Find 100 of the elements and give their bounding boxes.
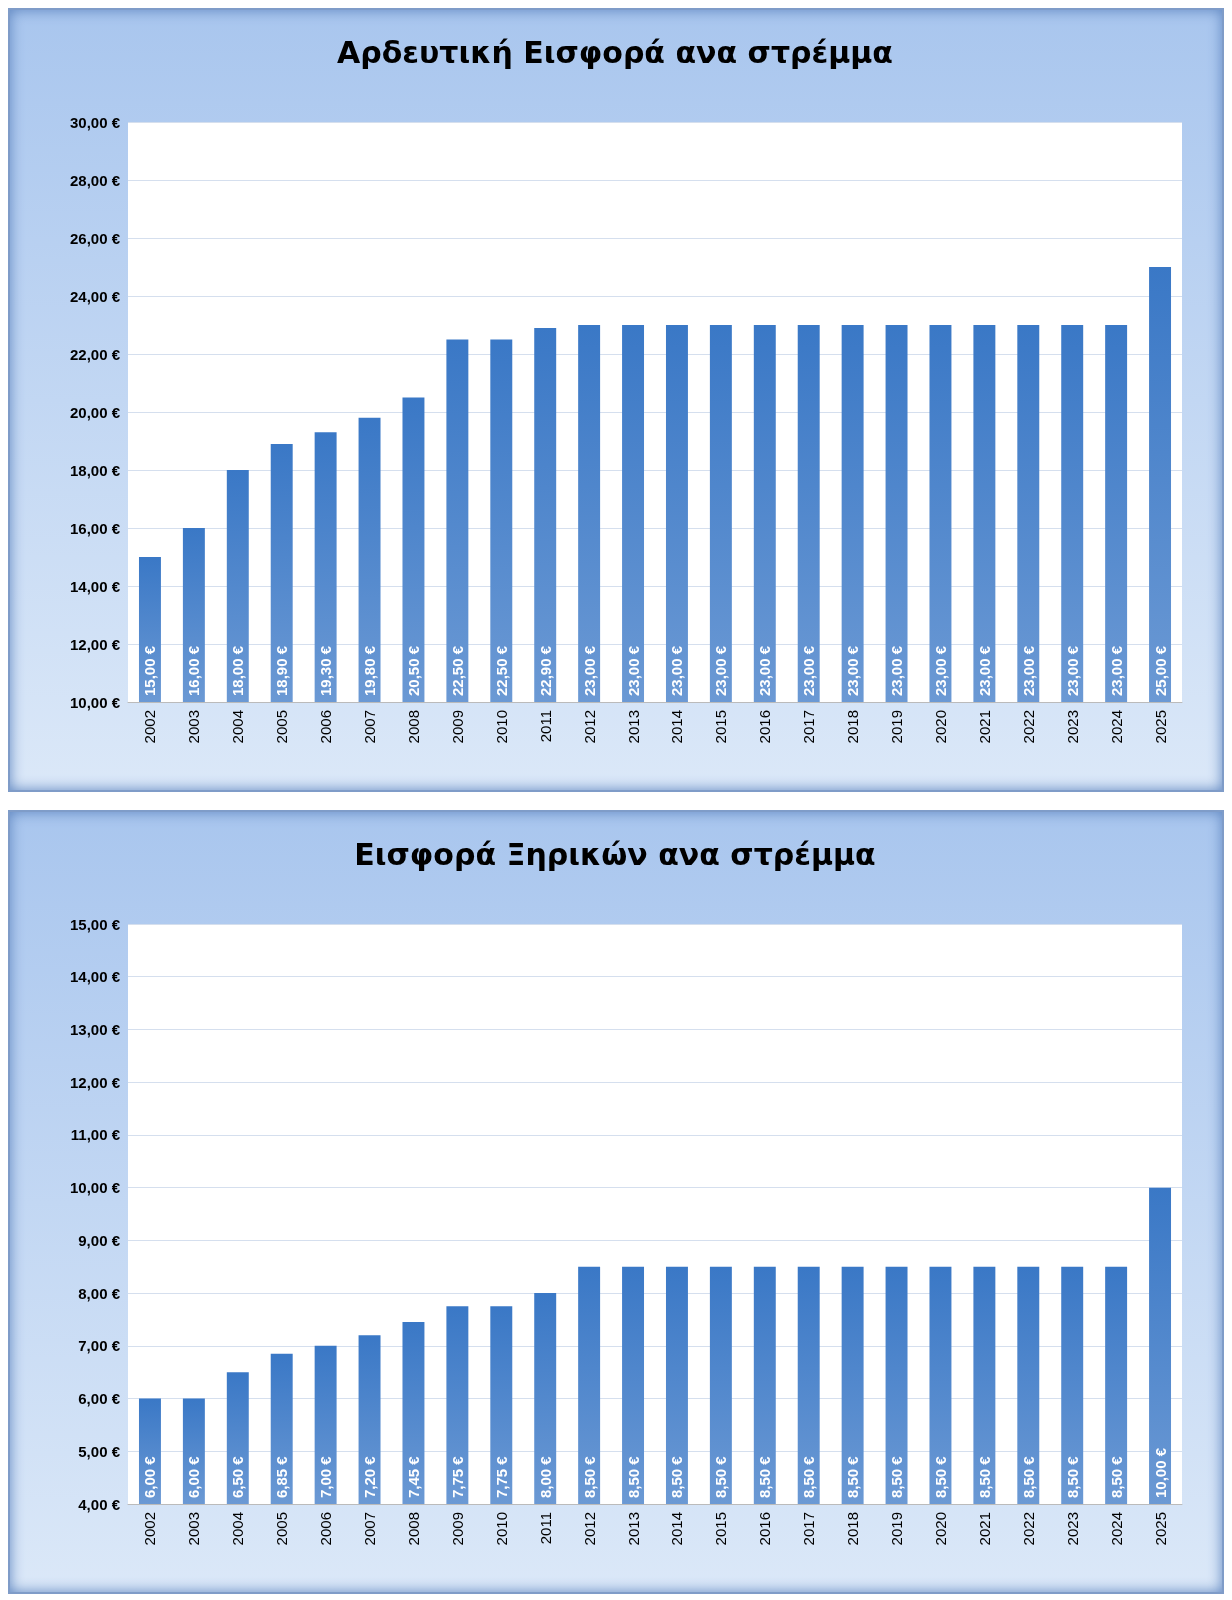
x-tick-label: 2016 bbox=[756, 710, 774, 744]
x-tick-label: 2018 bbox=[844, 1512, 862, 1546]
x-tick-label: 2006 bbox=[317, 1512, 335, 1546]
y-tick-label: 10,00 € bbox=[69, 693, 121, 711]
x-tick-label: 2005 bbox=[273, 710, 291, 744]
data-label: 8,50 € bbox=[888, 1455, 906, 1498]
data-label: 8,50 € bbox=[1063, 1455, 1081, 1498]
data-label: 23,00 € bbox=[668, 645, 686, 696]
x-tick-label: 2023 bbox=[1063, 1512, 1081, 1546]
data-label: 20,50 € bbox=[404, 645, 422, 696]
x-tick-label: 2002 bbox=[141, 1512, 159, 1546]
data-label: 8,50 € bbox=[800, 1455, 818, 1498]
x-tick-label: 2016 bbox=[756, 1512, 774, 1546]
chart-title: Αρδευτική Εισφορά ανα στρέμμα bbox=[337, 34, 893, 70]
x-tick-label: 2019 bbox=[888, 710, 906, 744]
data-label: 8,50 € bbox=[624, 1455, 642, 1498]
y-tick-label: 7,00 € bbox=[78, 1337, 121, 1355]
y-tick-label: 13,00 € bbox=[69, 1020, 121, 1038]
data-label: 8,50 € bbox=[580, 1455, 598, 1498]
data-label: 23,00 € bbox=[712, 645, 730, 696]
x-tick-label: 2003 bbox=[185, 710, 203, 744]
x-tick-label: 2007 bbox=[361, 1512, 379, 1546]
x-tick-label: 2014 bbox=[668, 710, 686, 744]
y-tick-label: 22,00 € bbox=[69, 345, 121, 363]
y-tick-label: 16,00 € bbox=[69, 519, 121, 537]
x-tick-label: 2012 bbox=[580, 1512, 598, 1546]
data-label: 8,50 € bbox=[712, 1455, 730, 1498]
x-tick-label: 2024 bbox=[1107, 1512, 1125, 1546]
data-label: 23,00 € bbox=[844, 645, 862, 696]
x-tick-label: 2009 bbox=[448, 1512, 466, 1546]
x-tick-label: 2015 bbox=[712, 1512, 730, 1546]
x-tick-label: 2009 bbox=[448, 710, 466, 744]
x-tick-label: 2021 bbox=[975, 1512, 993, 1546]
data-label: 8,50 € bbox=[756, 1455, 774, 1498]
data-label: 7,75 € bbox=[492, 1455, 510, 1498]
data-label: 23,00 € bbox=[931, 645, 949, 696]
x-tick-label: 2022 bbox=[1019, 710, 1037, 744]
x-tick-label: 2017 bbox=[800, 710, 818, 744]
x-tick-label: 2018 bbox=[844, 710, 862, 744]
data-label: 22,50 € bbox=[448, 645, 466, 696]
y-tick-label: 9,00 € bbox=[78, 1231, 121, 1249]
data-label: 8,50 € bbox=[668, 1455, 686, 1498]
x-tick-label: 2013 bbox=[624, 710, 642, 744]
data-label: 7,75 € bbox=[448, 1455, 466, 1498]
data-label: 16,00 € bbox=[185, 645, 203, 696]
data-label: 18,90 € bbox=[273, 645, 291, 696]
y-tick-label: 11,00 € bbox=[70, 1126, 121, 1144]
data-label: 25,00 € bbox=[1151, 645, 1169, 696]
data-label: 7,20 € bbox=[361, 1455, 379, 1498]
x-tick-label: 2004 bbox=[229, 710, 247, 744]
y-tick-label: 20,00 € bbox=[69, 403, 121, 421]
y-tick-label: 6,00 € bbox=[78, 1390, 121, 1408]
x-tick-label: 2008 bbox=[404, 710, 422, 744]
data-label: 8,50 € bbox=[1019, 1455, 1037, 1498]
data-label: 23,00 € bbox=[1019, 645, 1037, 696]
data-label: 23,00 € bbox=[888, 645, 906, 696]
x-tick-label: 2022 bbox=[1019, 1512, 1037, 1546]
x-tick-label: 2025 bbox=[1151, 1512, 1169, 1546]
data-label: 6,50 € bbox=[229, 1455, 247, 1498]
x-tick-label: 2019 bbox=[888, 1512, 906, 1546]
data-label: 6,00 € bbox=[141, 1455, 159, 1498]
y-tick-label: 12,00 € bbox=[69, 1073, 121, 1091]
data-label: 23,00 € bbox=[800, 645, 818, 696]
data-label: 8,00 € bbox=[536, 1455, 554, 1498]
x-tick-label: 2007 bbox=[361, 710, 379, 744]
x-tick-label: 2006 bbox=[317, 710, 335, 744]
data-label: 19,30 € bbox=[317, 645, 335, 696]
x-tick-label: 2004 bbox=[229, 1512, 247, 1546]
data-label: 8,50 € bbox=[1107, 1455, 1125, 1498]
data-label: 23,00 € bbox=[580, 645, 598, 696]
data-label: 18,00 € bbox=[229, 645, 247, 696]
x-tick-label: 2020 bbox=[931, 1512, 949, 1546]
x-tick-label: 2013 bbox=[624, 1512, 642, 1546]
y-tick-label: 26,00 € bbox=[69, 229, 121, 247]
x-tick-label: 2015 bbox=[712, 710, 730, 744]
y-tick-label: 4,00 € bbox=[78, 1495, 121, 1513]
y-tick-label: 30,00 € bbox=[69, 113, 121, 131]
data-label: 15,00 € bbox=[141, 645, 159, 696]
data-label: 23,00 € bbox=[756, 645, 774, 696]
x-tick-label: 2021 bbox=[975, 710, 993, 744]
x-tick-label: 2020 bbox=[931, 710, 949, 744]
y-tick-label: 15,00 € bbox=[69, 915, 121, 933]
data-label: 6,00 € bbox=[185, 1455, 203, 1498]
data-label: 8,50 € bbox=[844, 1455, 862, 1498]
y-tick-label: 18,00 € bbox=[69, 461, 121, 479]
data-label: 19,80 € bbox=[361, 645, 379, 696]
x-tick-label: 2002 bbox=[141, 710, 159, 744]
data-label: 10,00 € bbox=[1151, 1447, 1169, 1498]
x-tick-label: 2005 bbox=[273, 1512, 291, 1546]
x-tick-label: 2010 bbox=[492, 1512, 510, 1546]
data-label: 22,90 € bbox=[536, 645, 554, 696]
data-label: 22,50 € bbox=[492, 645, 510, 696]
x-tick-label: 2003 bbox=[185, 1512, 203, 1546]
y-tick-label: 10,00 € bbox=[69, 1179, 121, 1197]
x-tick-label: 2014 bbox=[668, 1512, 686, 1546]
y-tick-label: 14,00 € bbox=[69, 577, 121, 595]
x-tick-label: 2024 bbox=[1107, 710, 1125, 744]
data-label: 23,00 € bbox=[975, 645, 993, 696]
x-tick-label: 2017 bbox=[800, 1512, 818, 1546]
data-label: 23,00 € bbox=[1063, 645, 1081, 696]
